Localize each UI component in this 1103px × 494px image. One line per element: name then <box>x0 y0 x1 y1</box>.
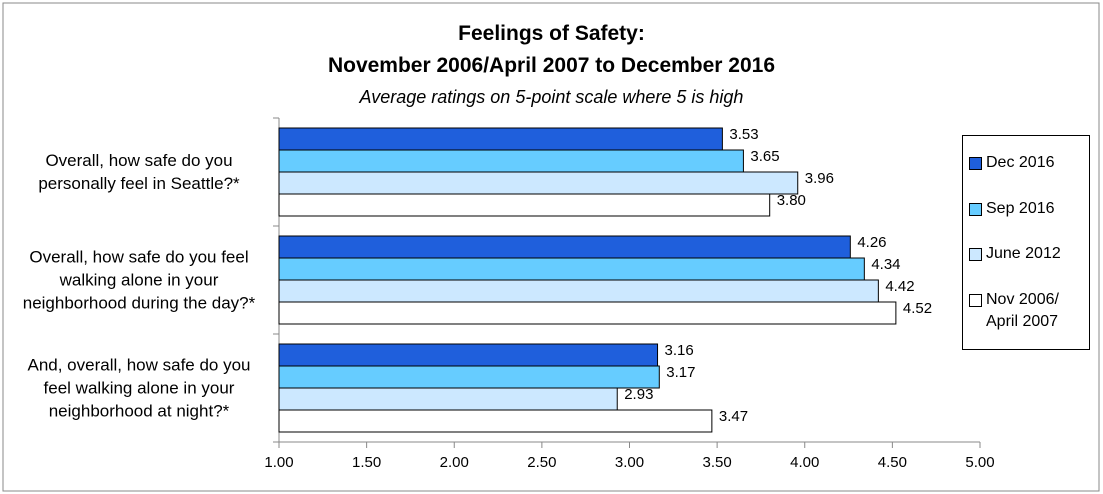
legend-swatch <box>969 294 982 308</box>
value-label: 3.17 <box>666 364 695 381</box>
x-tick-label: 5.00 <box>965 454 994 471</box>
value-label: 3.65 <box>750 148 779 165</box>
value-label: 3.53 <box>729 126 758 143</box>
value-label: 4.34 <box>871 256 900 273</box>
legend-item: Sep 2016 <box>969 198 1083 220</box>
value-label: 3.80 <box>777 192 806 209</box>
x-tick-label: 2.50 <box>527 454 556 471</box>
bar <box>278 193 771 217</box>
chart-title: November 2006/April 2007 to December 201… <box>327 54 776 77</box>
bar <box>278 343 659 367</box>
bar <box>278 365 660 389</box>
x-tick-label: 4.50 <box>878 454 907 471</box>
x-tick-label: 4.00 <box>790 454 819 471</box>
chart-subtitle: Average ratings on 5-point scale where 5… <box>359 87 744 107</box>
value-label: 2.93 <box>624 386 653 403</box>
legend: Dec 2016 Sep 2016 June 2012 Nov 2006/ April… <box>962 135 1090 350</box>
bar <box>278 149 744 173</box>
x-tick-label: 3.00 <box>615 454 644 471</box>
chart-title: Feelings of Safety: <box>458 22 645 45</box>
legend-item: Dec 2016 <box>969 152 1083 174</box>
legend-item: June 2012 <box>969 243 1083 265</box>
legend-label: Dec 2016 <box>986 153 1055 171</box>
value-label: 4.42 <box>885 278 914 295</box>
x-tick-label: 1.00 <box>264 454 293 471</box>
bar <box>278 235 851 259</box>
legend-label: Nov 2006/ April 2007 <box>986 291 1059 331</box>
legend-label: Sep 2016 <box>986 199 1055 217</box>
legend-swatch <box>969 202 982 216</box>
bar <box>278 279 879 303</box>
bar <box>278 409 713 433</box>
y-tick-label: Overall, how safe do you feel walking al… <box>22 247 256 313</box>
value-label: 3.96 <box>805 170 834 187</box>
value-label: 4.26 <box>857 234 886 251</box>
legend-swatch <box>969 248 982 262</box>
bar <box>278 301 897 325</box>
value-label: 3.16 <box>665 342 694 359</box>
bar <box>278 171 799 195</box>
legend-swatch <box>969 156 982 170</box>
value-label: 4.52 <box>903 300 932 317</box>
bar <box>278 257 865 281</box>
y-tick-label: Overall, how safe do you personally feel… <box>38 151 240 193</box>
y-tick-label: And, overall, how safe do you feel walki… <box>27 355 251 421</box>
bar <box>278 387 618 411</box>
legend-label: June 2012 <box>986 245 1061 263</box>
legend-item: Nov 2006/ April 2007 <box>969 289 1083 333</box>
bar <box>278 127 723 151</box>
x-tick-label: 1.50 <box>352 454 381 471</box>
x-tick-label: 2.00 <box>440 454 469 471</box>
value-label: 3.47 <box>719 408 748 425</box>
x-tick-label: 3.50 <box>703 454 732 471</box>
